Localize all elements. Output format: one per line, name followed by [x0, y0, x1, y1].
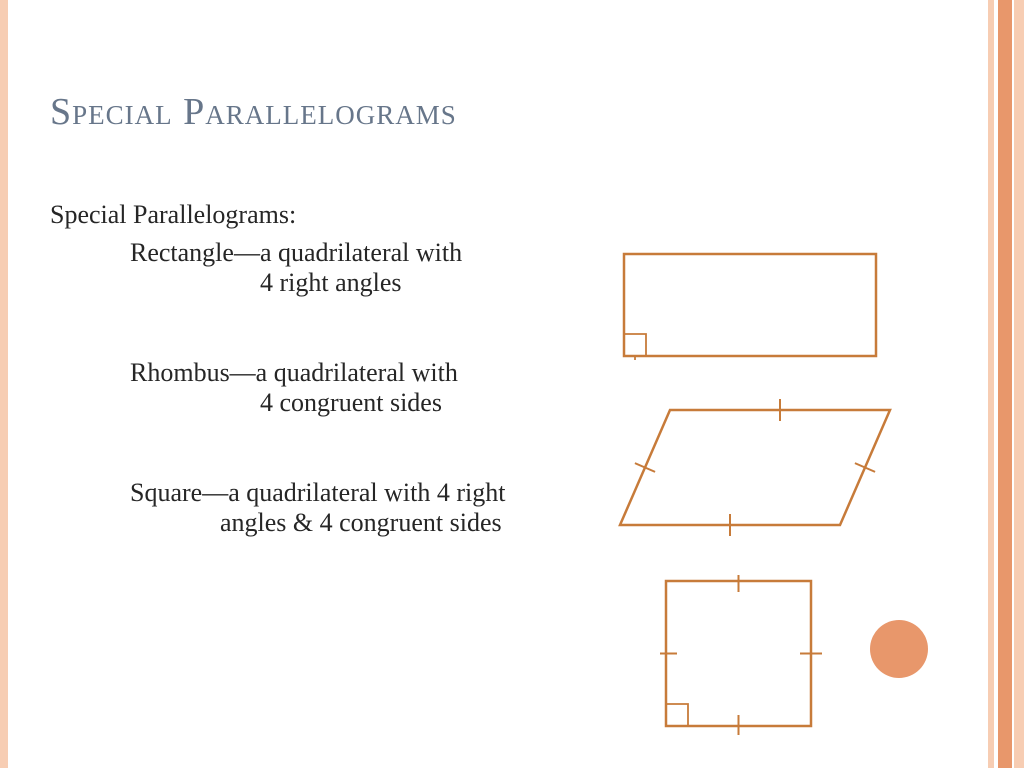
intro-line: Special Parallelograms: [50, 200, 650, 230]
item-square: Square—a quadrilateral with 4 right angl… [50, 478, 650, 538]
item-sub: 4 right angles [50, 268, 650, 298]
left-stripe [0, 0, 8, 768]
slide-title: Special Parallelograms [50, 90, 970, 134]
rhombus-shape [610, 395, 910, 545]
item-head: Rhombus—a quadrilateral with [50, 358, 650, 388]
accent-circle-icon [870, 620, 928, 678]
item-head: Square—a quadrilateral with 4 right [50, 478, 650, 508]
item-head: Rectangle—a quadrilateral with [50, 238, 650, 268]
item-rhombus: Rhombus—a quadrilateral with 4 congruent… [50, 358, 650, 418]
item-sub: 4 congruent sides [50, 388, 650, 418]
square-shape [660, 575, 840, 735]
rectangle-shape [620, 250, 880, 360]
item-sub: angles & 4 congruent sides [50, 508, 650, 538]
item-rectangle: Rectangle—a quadrilateral with 4 right a… [50, 238, 650, 298]
right-stripe-2 [998, 0, 1012, 768]
right-stripe-1 [988, 0, 994, 768]
right-stripe-3 [1014, 0, 1024, 768]
body-text: Special Parallelograms: Rectangle—a quad… [50, 200, 650, 598]
